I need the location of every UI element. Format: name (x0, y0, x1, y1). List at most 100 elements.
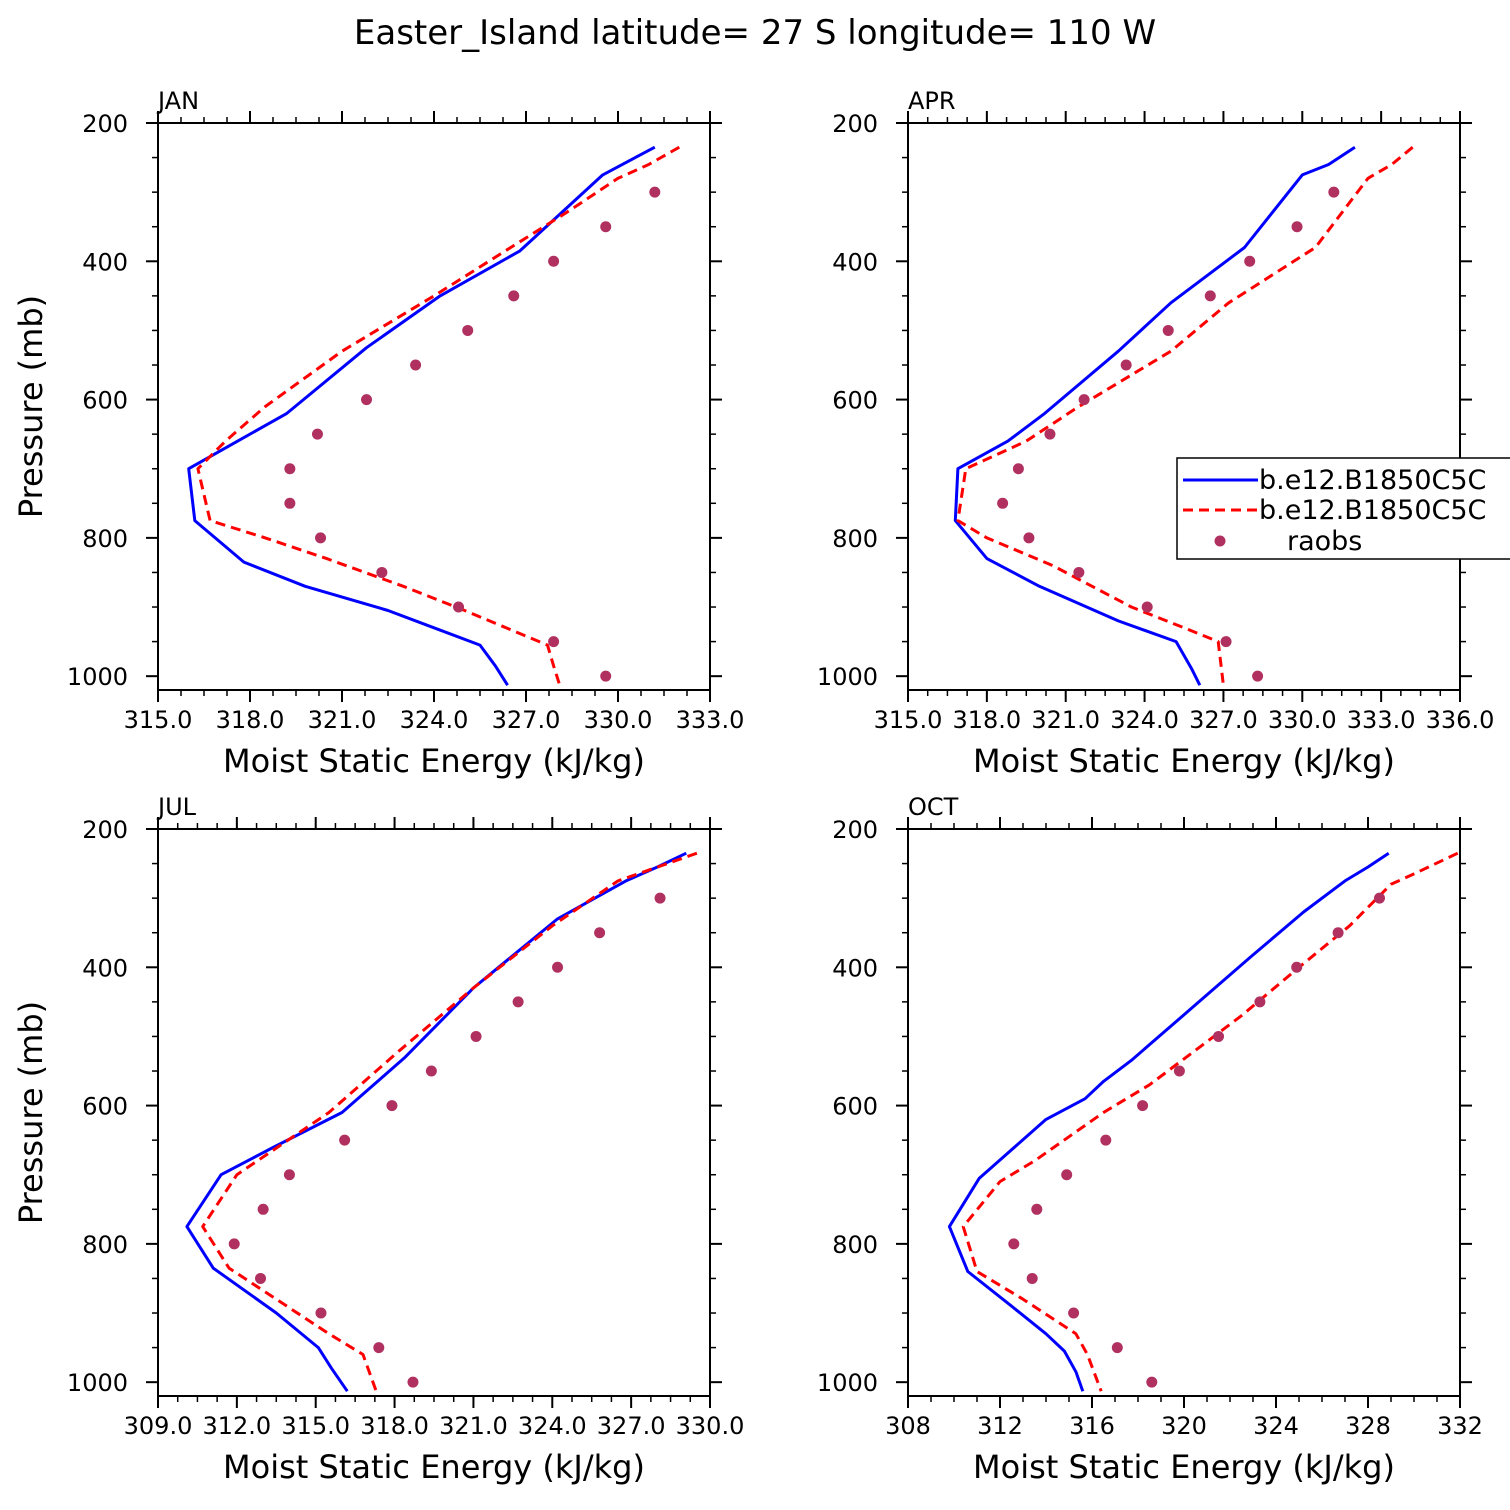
raobs-point-oct (1100, 1134, 1112, 1146)
raobs-point-jan (410, 359, 422, 371)
raobs-point-oct (1061, 1169, 1073, 1181)
model-a-line-oct (947, 851, 1390, 1392)
x-tick-label: 333.0 (1347, 706, 1416, 734)
y-tick-label: 200 (832, 816, 878, 844)
raobs-point-jan (453, 601, 465, 613)
x-tick-label: 318.0 (952, 706, 1021, 734)
raobs-point-jul (512, 996, 524, 1008)
panel-title-jan: JAN (156, 87, 199, 115)
raobs-point-apr (1023, 532, 1035, 544)
x-tick-label: 327.0 (597, 1412, 666, 1440)
raobs-point-apr (1078, 394, 1090, 406)
x-tick-label: 316 (1069, 1412, 1115, 1440)
raobs-point-oct (1374, 892, 1385, 904)
model-a-line-apr (953, 145, 1356, 686)
y-tick-label: 600 (82, 1093, 128, 1121)
x-tick-label: 327.0 (492, 706, 561, 734)
panel-title-oct: OCT (908, 793, 959, 821)
legend-label-raobs: raobs (1287, 526, 1362, 557)
x-axis-label-oct: Moist Static Energy (kJ/kg) (973, 1448, 1395, 1486)
y-tick-label: 1000 (67, 663, 128, 691)
raobs-point-oct (1031, 1203, 1043, 1215)
x-tick-label: 327.0 (1189, 706, 1258, 734)
y-tick-label: 1000 (817, 663, 878, 691)
raobs-point-oct (1026, 1272, 1038, 1284)
x-tick-label: 315.0 (874, 706, 943, 734)
raobs-point-oct (1332, 927, 1344, 939)
raobs-point-apr (1252, 670, 1264, 682)
x-tick-label: 315.0 (281, 1412, 350, 1440)
x-tick-label: 330.0 (1268, 706, 1337, 734)
y-tick-label: 800 (832, 1231, 878, 1259)
raobs-point-oct (1137, 1100, 1149, 1112)
x-tick-label: 332 (1437, 1412, 1483, 1440)
x-tick-label: 328 (1345, 1412, 1391, 1440)
x-tick-label: 321.0 (1031, 706, 1100, 734)
x-axis-label-apr: Moist Static Energy (kJ/kg) (973, 742, 1395, 780)
y-tick-label: 800 (832, 525, 878, 553)
raobs-point-apr (1204, 290, 1216, 302)
raobs-point-oct (1254, 996, 1266, 1008)
x-tick-label: 309.0 (124, 1412, 193, 1440)
y-tick-label: 400 (832, 954, 878, 982)
x-tick-label: 321.0 (439, 1412, 508, 1440)
panel-jul: JUL 309.0 312.0 315.0 318.0 321.0 324.0 327.0 33… (12, 793, 744, 1486)
raobs-point-apr (1291, 221, 1303, 233)
raobs-point-apr (997, 497, 1009, 509)
raobs-point-jul (470, 1030, 482, 1042)
raobs-point-oct (1008, 1238, 1020, 1250)
raobs-point-jul (339, 1134, 351, 1146)
raobs-point-jul (315, 1307, 327, 1319)
panel-oct: OCT 308 312 316 320 324 328 332 200 400 600 800 1000… (817, 793, 1483, 1486)
x-tick-label: 324.0 (1110, 706, 1179, 734)
raobs-point-jul (425, 1065, 437, 1077)
raobs-point-jul (255, 1272, 267, 1284)
x-tick-label: 336.0 (1426, 706, 1495, 734)
panel-apr: APR 315.0 318.0 321.0 324.0 327.0 330.0 333.0 33… (817, 87, 1494, 780)
figure-title: Easter_Island latitude= 27 S longitude= … (354, 13, 1156, 53)
y-tick-label: 800 (82, 1231, 128, 1259)
raobs-point-oct (1291, 961, 1303, 973)
y-tick-label: 200 (82, 110, 128, 138)
raobs-point-apr (1044, 428, 1056, 440)
raobs-point-jan (600, 670, 612, 682)
panel-title-apr: APR (908, 87, 956, 115)
y-axis-label-jul: Pressure (mb) (12, 1001, 50, 1224)
legend: b.e12.B1850C5C b.e12.B1850C5C raobs (1176, 457, 1510, 560)
model-b-line-apr (956, 146, 1414, 686)
raobs-point-oct (1068, 1307, 1080, 1319)
y-tick-label: 400 (832, 248, 878, 276)
raobs-point-jul (594, 927, 606, 939)
raobs-point-apr (1073, 566, 1085, 578)
x-tick-label: 318.0 (360, 1412, 429, 1440)
legend-label-model-b: b.e12.B1850C5C (1259, 495, 1486, 526)
raobs-point-jan (548, 636, 560, 648)
raobs-point-oct (1213, 1030, 1224, 1042)
y-tick-label: 1000 (817, 1369, 878, 1397)
model-b-line-jan (196, 145, 681, 686)
raobs-point-jan (361, 394, 373, 406)
x-axis-label-jul: Moist Static Energy (kJ/kg) (223, 1448, 645, 1486)
raobs-point-jan (649, 186, 661, 198)
y-axis-label-jan: Pressure (mb) (12, 295, 50, 518)
model-b-line-oct (961, 851, 1459, 1392)
x-tick-label: 321.0 (308, 706, 377, 734)
model-b-line-jul (201, 851, 698, 1392)
panel-jan: JAN 315.0 318.0 321.0 324.0 327.0 330.0 333.0 20… (12, 87, 744, 780)
raobs-point-jan (315, 532, 327, 544)
model-a-line-jan (187, 145, 656, 687)
y-tick-label: 400 (82, 954, 128, 982)
raobs-point-jul (257, 1203, 269, 1215)
legend-marker-raobs (1214, 535, 1226, 547)
x-axis-label-jan: Moist Static Energy (kJ/kg) (223, 742, 645, 780)
x-tick-label: 308 (885, 1412, 931, 1440)
x-tick-label: 324.0 (518, 1412, 587, 1440)
raobs-point-apr (1162, 324, 1174, 336)
raobs-point-oct (1146, 1376, 1158, 1388)
raobs-point-jan (600, 221, 612, 233)
raobs-point-jul (373, 1342, 385, 1354)
raobs-point-apr (1012, 463, 1024, 475)
model-a-line-jul (185, 851, 687, 1393)
raobs-point-jul (228, 1238, 240, 1250)
